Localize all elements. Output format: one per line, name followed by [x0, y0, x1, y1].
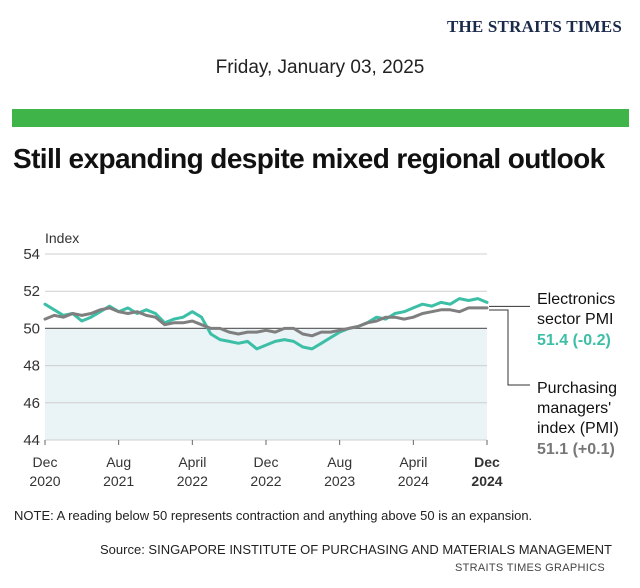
graphics-credit: STRAITS TIMES GRAPHICS: [455, 562, 606, 574]
x-tick-year-label: 2024: [471, 473, 502, 489]
x-tick-year-label: 2020: [29, 473, 60, 489]
pmi-series-label: Purchasing: [537, 380, 617, 397]
accent-bar: [12, 109, 629, 127]
masthead-logo: THE STRAITS TIMES: [446, 17, 622, 36]
x-tick-label: April: [399, 454, 427, 470]
contraction-shade: [45, 328, 487, 440]
electronics-series-label: sector PMI: [537, 311, 613, 328]
electronics-latest-value: 51.4 (-0.2): [537, 332, 611, 349]
y-tick-label: 48: [23, 358, 40, 375]
series-line-pmi: [43, 306, 489, 338]
pmi-latest-value: 51.1 (+0.1): [537, 441, 615, 458]
y-tick-label: 46: [23, 395, 40, 412]
x-tick-year-label: 2022: [250, 473, 281, 489]
x-tick-label: Aug: [327, 454, 352, 470]
x-tick-label: April: [178, 454, 206, 470]
publication-date: Friday, January 03, 2025: [215, 57, 425, 78]
y-tick-label: 50: [23, 320, 40, 337]
x-tick-year-label: 2024: [398, 473, 429, 489]
y-tick-label: 52: [23, 283, 40, 300]
pmi-callout-line: [489, 309, 530, 386]
y-tick-label: 44: [23, 432, 40, 449]
x-tick-year-label: 2021: [103, 473, 134, 489]
x-tick-year-label: 2022: [177, 473, 208, 489]
y-axis-label: Index: [45, 230, 79, 246]
electronics-series-label: Electronics: [537, 291, 615, 308]
pmi-series-label: managers': [537, 400, 611, 417]
x-tick-label: Dec: [33, 454, 58, 470]
chart-source: Source: SINGAPORE INSTITUTE OF PURCHASIN…: [100, 542, 612, 557]
y-tick-label: 54: [23, 246, 40, 263]
x-tick-label: Dec: [474, 454, 500, 470]
x-tick-year-label: 2023: [324, 473, 355, 489]
pmi-series-label: index (PMI): [537, 420, 619, 437]
x-tick-label: Aug: [106, 454, 131, 470]
chart-note: NOTE: A reading below 50 represents cont…: [14, 508, 533, 523]
chart-headline: Still expanding despite mixed regional o…: [13, 143, 605, 174]
x-tick-label: Dec: [254, 454, 279, 470]
